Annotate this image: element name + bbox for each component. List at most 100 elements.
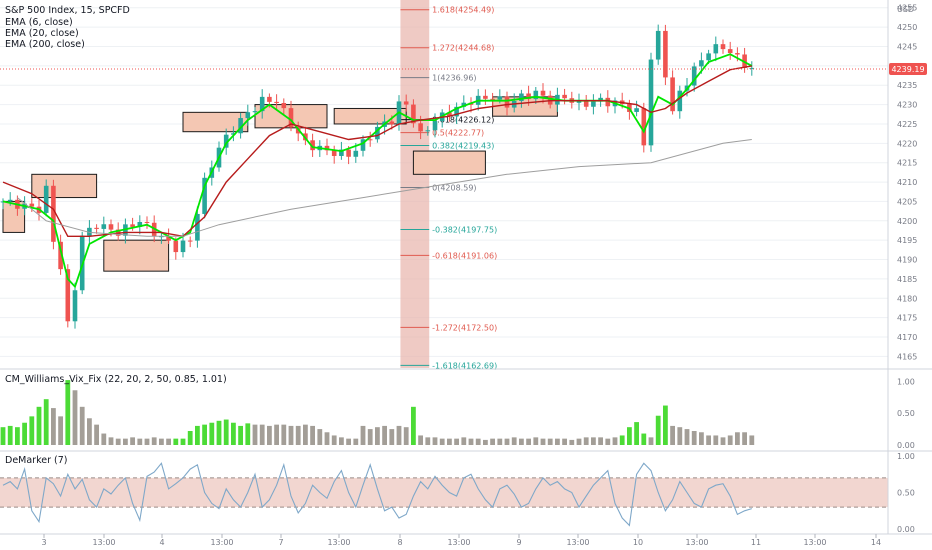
fib-level-label: -0.382(4197.75) (432, 226, 497, 235)
vix-fix-bar (735, 432, 740, 445)
candle-body (490, 98, 495, 100)
vix-fix-bar (310, 425, 315, 445)
candle-body (497, 96, 503, 100)
vix-fix-bar (396, 425, 402, 445)
legend-ema200[interactable]: EMA (200, close) (5, 39, 85, 50)
candle-body (58, 241, 63, 270)
candle-body (187, 240, 193, 242)
candle-body (663, 30, 668, 78)
legend-ema20[interactable]: EMA (20, close) (5, 28, 79, 39)
fibonacci-retracement[interactable]: 1.618(4254.49) 1.272(4244.68) 1(4236.96) 0.… (400, 6, 497, 371)
vix-fix-bar (267, 425, 272, 445)
vix-fix-bar (677, 427, 683, 445)
candle-body (691, 66, 697, 86)
time-tick-label: 9 (516, 538, 521, 547)
price-tick-label: 4170 (897, 333, 917, 342)
candle-body (324, 145, 330, 151)
vix-fix-bar (439, 438, 445, 445)
candle-body (454, 106, 459, 117)
price-tick-label: 4255 (897, 4, 917, 13)
vix-fix-bar (490, 438, 495, 445)
candle-body (7, 199, 13, 202)
vix-fix-bar (339, 437, 344, 445)
vix-fix-bar (223, 419, 229, 445)
grid (0, 7, 888, 357)
vix-fix-bar (497, 438, 503, 445)
candle-body (699, 60, 704, 67)
candle-body (267, 96, 272, 102)
vix-fix-bar (43, 399, 49, 445)
vix-fix-bar (634, 422, 639, 445)
candle-body (367, 139, 373, 141)
vix-fix-bar (252, 424, 258, 445)
price-tick-label: 4250 (897, 23, 917, 32)
vix-fix-bar (115, 438, 121, 445)
vix-fix-bar (87, 418, 92, 445)
candle-body (583, 100, 589, 107)
vix-fix-bar (353, 438, 359, 445)
fib-level-label: 0.382(4219.43) (432, 142, 494, 151)
candle-body (526, 93, 531, 100)
candle-body (576, 100, 582, 103)
candle-body (252, 111, 258, 113)
price-tick-label: 4195 (897, 236, 917, 245)
vix-fix-bar (670, 425, 675, 445)
vix-fix-bar (216, 420, 222, 445)
vix-fix-bar (259, 424, 265, 445)
currency-label: USD (897, 5, 914, 14)
candle-body (65, 269, 71, 322)
vix-fix-bar (720, 437, 726, 445)
vix-fix-bar (648, 437, 654, 445)
vix-fix-bar (108, 437, 114, 445)
candle-body (288, 108, 294, 128)
vix-fix-bar (468, 438, 474, 445)
candle-body (749, 67, 755, 69)
vix-fix-bar (475, 438, 481, 445)
vix-fix-bar (58, 416, 63, 445)
candle-body (51, 185, 56, 242)
demarker-tick-label: 0.50 (897, 489, 915, 498)
vix-fix-title[interactable]: CM_Williams_Vix_Fix (22, 20, 2, 50, 0.85… (5, 374, 227, 385)
vix-fix-bar (627, 427, 632, 445)
vix-fix-bar (166, 438, 171, 445)
price-tick-label: 4245 (897, 42, 917, 51)
time-tick-label: 13:00 (327, 538, 350, 547)
vix-fix-bar (562, 438, 567, 445)
vix-fix-bar (65, 380, 71, 445)
candle-body (562, 94, 567, 99)
legend-ema6[interactable]: EMA (6, close) (5, 17, 73, 28)
vix-fix-bar (144, 438, 150, 445)
vix-fix-bar (540, 438, 546, 445)
candle-body (641, 108, 647, 146)
vix-fix-bar (281, 424, 287, 445)
demarker-title[interactable]: DeMarker (7) (5, 455, 67, 466)
candle-body (137, 221, 143, 227)
candle-body (223, 134, 229, 148)
candle-body (353, 150, 359, 157)
vix-fix-bar (0, 427, 6, 445)
candle-body (360, 139, 366, 151)
vix-fix-bar (511, 437, 517, 445)
vix-tick-label: 0.50 (897, 409, 915, 418)
candle-body (713, 44, 719, 54)
vix-fix-bar (418, 435, 423, 445)
zone-box (31, 173, 98, 199)
chart-title: S&P 500 Index, 15, SPCFD (5, 5, 130, 16)
candle-body (310, 140, 315, 151)
demarker-line (0, 462, 888, 527)
vix-fix-bar (605, 438, 611, 445)
fib-level-label: -0.618(4191.06) (432, 251, 497, 260)
vix-fix-bar (195, 425, 200, 445)
candle-body (389, 121, 395, 125)
candle-body (375, 126, 380, 140)
candle-body (634, 108, 639, 112)
vix-fix-bar (245, 423, 251, 445)
demarker-tick-label: 1.00 (897, 452, 915, 461)
vix-fix-bar (569, 439, 575, 445)
vix-fix-bar (324, 432, 330, 445)
candle-body (591, 101, 596, 107)
vix-fix-bar (101, 433, 107, 445)
vix-fix-bar (72, 390, 78, 445)
